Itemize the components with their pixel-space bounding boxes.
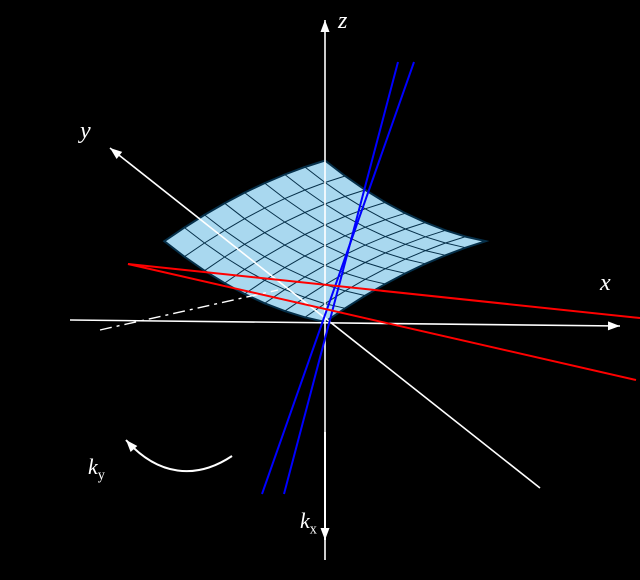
hidden-axis <box>100 290 278 330</box>
axis-x <box>70 320 620 326</box>
axis-label-y: y <box>78 118 91 144</box>
axis-x-arrow <box>608 321 620 330</box>
axis-z-arrow <box>321 20 330 32</box>
arrowhead <box>321 528 330 540</box>
axis-label-z: z <box>337 8 348 34</box>
label-ky: ky <box>88 454 105 484</box>
axis-label-x: x <box>599 270 611 296</box>
label-kx: kx <box>300 508 317 538</box>
white-arrow-1 <box>126 440 232 471</box>
axis-y-arrow <box>110 148 122 159</box>
